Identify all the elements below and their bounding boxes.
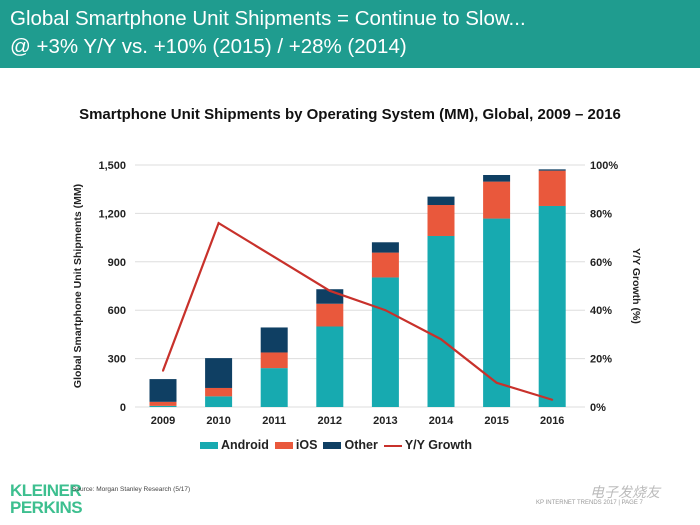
growth-line: [161, 221, 553, 401]
x-tick-label: 2009: [151, 415, 175, 427]
growth-point: [551, 398, 554, 401]
source-note: Source: Morgan Stanley Research (5/17): [72, 486, 191, 493]
bar-other-2014: [427, 196, 455, 206]
y2-axis-label: Y/Y Growth (%): [630, 248, 642, 324]
bar-ios-2011: [260, 352, 288, 369]
bar-android-2009: [149, 405, 177, 407]
growth-point: [495, 381, 498, 384]
x-tick-label: 2016: [540, 415, 564, 427]
bar-ios-2009: [149, 401, 177, 406]
bar-other-2016: [538, 169, 566, 171]
bar-android-2010: [205, 396, 233, 407]
x-tick-label: 2013: [373, 415, 397, 427]
y-tick-label: 1,500: [98, 160, 126, 172]
bar-ios-2015: [483, 181, 511, 219]
y-tick-label: 1,200: [98, 208, 126, 220]
bar-ios-2012: [316, 303, 344, 327]
header-banner: Global Smartphone Unit Shipments = Conti…: [0, 0, 700, 68]
page-footer: KP INTERNET TRENDS 2017 | PAGE 7: [536, 500, 643, 506]
bar-other-2010: [205, 358, 233, 388]
bar-android-2011: [260, 368, 288, 407]
y2-tick-label: 80%: [590, 208, 612, 220]
x-tick-label: 2014: [429, 415, 454, 427]
watermark: 电子发烧友: [590, 484, 660, 500]
bar-other-2013: [371, 242, 399, 253]
bar-android-2015: [483, 218, 511, 407]
x-tick-label: 2011: [262, 415, 286, 427]
kleiner-perkins-logo: KLEINER PERKINS: [10, 481, 83, 517]
chart-title: Smartphone Unit Shipments by Operating S…: [79, 106, 621, 123]
bar-android-2013: [371, 277, 399, 407]
growth-point: [273, 255, 276, 258]
bar-ios-2010: [205, 387, 233, 397]
y2-tick-label: 20%: [590, 354, 612, 366]
x-tick-label: 2015: [484, 415, 508, 427]
legend-other: Other: [323, 438, 378, 452]
y-tick-label: 300: [108, 354, 126, 366]
y2-tick-label: 0%: [590, 402, 606, 414]
y-axis-label: Global Smartphone Unit Shipments (MM): [72, 184, 84, 388]
y2-tick-label: 60%: [590, 257, 612, 269]
legend: Android iOS Other Y/Y Growth: [200, 438, 472, 452]
growth-point: [162, 369, 164, 372]
x-tick-label: 2012: [318, 415, 342, 427]
bar-ios-2013: [371, 252, 399, 278]
legend-ios: iOS: [274, 438, 317, 452]
bar-other-2011: [260, 327, 288, 353]
growth-point: [440, 338, 442, 341]
growth-point: [328, 289, 331, 292]
bar-android-2016: [538, 205, 566, 407]
bar-android-2012: [316, 326, 344, 407]
slide-title: Global Smartphone Unit Shipments = Conti…: [10, 7, 526, 30]
bar-ios-2014: [427, 205, 455, 236]
y-tick-label: 0: [120, 402, 126, 414]
bar-other-2009: [149, 379, 177, 402]
slide-subtitle: @ +3% Y/Y vs. +10% (2015) / +28% (2014): [10, 35, 407, 58]
bar-ios-2016: [538, 170, 566, 206]
y-tick-label: 600: [108, 305, 126, 317]
y2-tick-label: 40%: [590, 305, 612, 317]
bar-android-2014: [427, 235, 455, 407]
legend-growth: Y/Y Growth: [383, 438, 472, 452]
legend-android: Android: [200, 438, 269, 452]
growth-point: [384, 309, 387, 312]
y-tick-label: 900: [108, 257, 126, 269]
y2-tick-label: 100%: [590, 160, 618, 172]
x-tick-label: 2010: [206, 415, 230, 427]
bar-other-2015: [483, 175, 511, 182]
growth-point: [217, 222, 220, 225]
